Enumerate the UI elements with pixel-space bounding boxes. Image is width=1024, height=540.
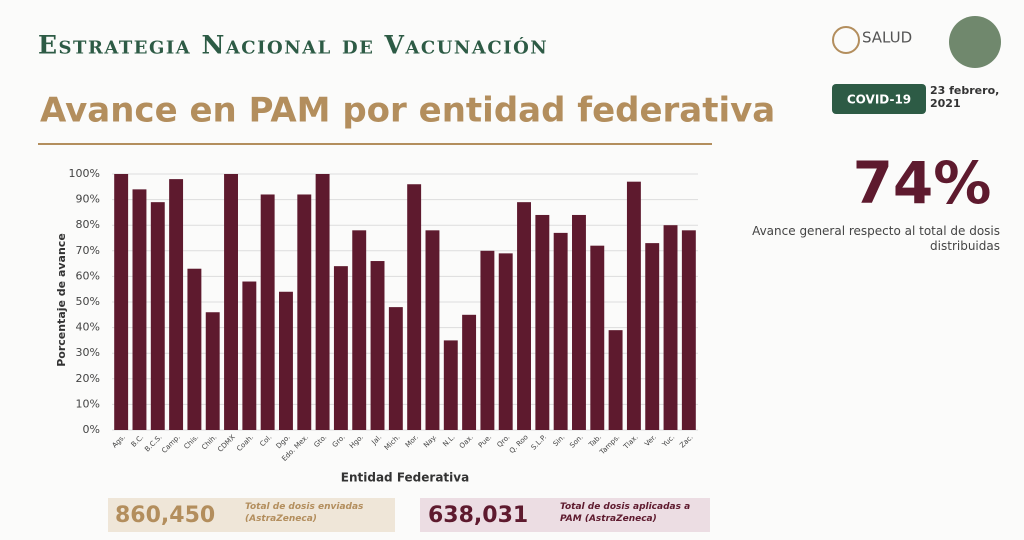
summary-value: 74% — [853, 149, 992, 217]
program-title: Estrategia Nacional de Vacunación — [38, 31, 548, 60]
x-tick-label: Nay. — [422, 433, 438, 449]
y-tick-label: 40% — [76, 321, 100, 334]
x-tick-label: CDMX — [216, 433, 237, 454]
summary-box: Avance general respecto al total de dosi… — [752, 224, 1000, 253]
bar — [132, 189, 147, 430]
x-tick-label: Mor. — [404, 433, 420, 449]
bar — [150, 202, 165, 430]
bar — [352, 230, 367, 430]
y-tick-label: 10% — [76, 397, 100, 410]
bar — [608, 330, 623, 430]
bar — [388, 307, 403, 430]
badge: COVID-19 — [847, 93, 911, 107]
y-tick-label: 50% — [76, 295, 100, 308]
y-axis-label: Porcentaje de avance — [55, 233, 68, 367]
x-tick-label: Col. — [258, 433, 273, 448]
bar — [681, 230, 696, 430]
x-tick-label: Yuc. — [660, 433, 676, 449]
x-tick-label: Gto. — [312, 433, 328, 449]
slide-title: Avance en PAM por entidad federativa — [40, 91, 775, 131]
y-tick-label: 60% — [76, 269, 100, 282]
bar — [187, 268, 202, 430]
x-tick-label: Tlax. — [621, 433, 639, 451]
bar — [443, 340, 458, 430]
bar — [205, 312, 220, 430]
x-tick-label: S.L.P. — [530, 433, 548, 451]
x-tick-label: Pue. — [477, 433, 493, 449]
x-tick-label: Ags. — [111, 433, 127, 449]
y-tick-label: 0% — [83, 423, 100, 436]
date-box: 23 febrero, 2021 — [930, 84, 1000, 110]
bar — [224, 174, 238, 430]
bar — [260, 194, 275, 430]
bar — [626, 181, 641, 430]
agency: SALUD — [862, 29, 912, 47]
total-caption-box: Total de dosis enviadas (AstraZeneca) — [245, 502, 364, 524]
y-tick-label: 90% — [76, 193, 100, 206]
x-tick-label: Gro. — [331, 433, 347, 449]
x-tick-label: N.L. — [441, 433, 456, 448]
bar — [114, 174, 129, 430]
total-caption: Total de dosis aplicadas a PAM (AstraZen… — [560, 502, 691, 524]
badge-box — [832, 84, 926, 114]
x-tick-label: Q. Roo — [508, 433, 530, 455]
x-tick-label: Zac. — [678, 433, 694, 449]
anniversary-logo — [949, 16, 1001, 68]
summary-caption: Avance general respecto al total de dosi… — [752, 224, 1000, 253]
x-tick-label: Chis. — [182, 433, 200, 451]
bar — [498, 253, 513, 430]
bar — [242, 281, 257, 430]
x-axis-label: Entidad Federativa — [341, 471, 469, 485]
total-value: 638,031 — [428, 503, 528, 528]
bar — [407, 184, 422, 430]
x-tick-label: Mich. — [383, 433, 402, 452]
bar — [462, 314, 477, 430]
x-tick-label: Oax. — [458, 433, 475, 450]
bar — [663, 225, 678, 430]
bar — [333, 266, 348, 430]
bar — [590, 245, 605, 430]
x-tick-label: Ver. — [643, 433, 658, 448]
y-tick-label: 30% — [76, 346, 100, 359]
y-tick-label: 100% — [69, 167, 100, 180]
bar — [553, 232, 568, 430]
x-tick-label: Coah. — [235, 433, 255, 453]
bar — [297, 194, 312, 430]
y-tick-label: 20% — [76, 372, 100, 385]
total-box — [108, 498, 395, 532]
total-caption-box: Total de dosis aplicadas a PAM (AstraZen… — [560, 502, 691, 524]
y-tick-label: 80% — [76, 218, 100, 231]
total-caption: Total de dosis enviadas (AstraZeneca) — [245, 502, 364, 524]
bar — [480, 250, 495, 430]
bar — [169, 179, 184, 430]
bar — [279, 291, 293, 430]
y-tick-label: 70% — [76, 244, 100, 257]
x-tick-label: Qro. — [496, 433, 512, 449]
total-box — [420, 498, 710, 532]
x-tick-label: Hgo. — [348, 433, 365, 450]
date: 23 febrero, 2021 — [930, 84, 1000, 110]
bar — [535, 214, 550, 430]
x-tick-label: Tamps. — [598, 433, 622, 457]
bar — [370, 261, 385, 430]
bar — [425, 230, 440, 430]
agency-logo — [832, 26, 860, 54]
x-tick-label: B.C. — [130, 433, 146, 449]
total-value: 860,450 — [115, 503, 215, 528]
bar — [315, 174, 330, 430]
x-tick-label: Sin. — [552, 433, 567, 448]
bar — [645, 243, 660, 430]
x-tick-label: Camp. — [160, 433, 182, 455]
x-tick-label: Jal. — [370, 433, 384, 447]
bar — [572, 214, 586, 430]
x-tick-label: Son. — [568, 433, 585, 450]
bar — [517, 202, 531, 430]
